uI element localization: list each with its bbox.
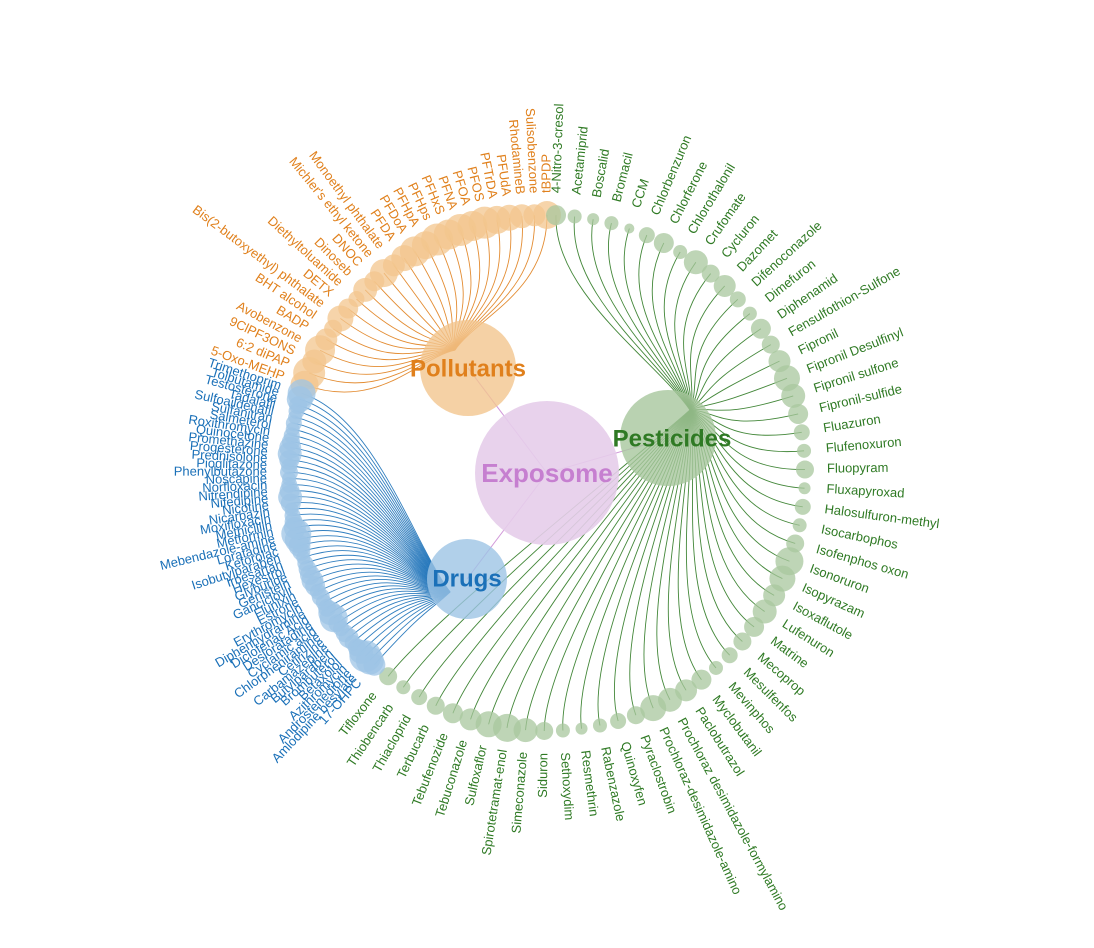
root-circle[interactable] [475, 401, 619, 545]
leaf-node-thiacloprid[interactable] [411, 689, 428, 706]
leaf-node-acetamiprid[interactable] [567, 209, 582, 224]
leaf-node-dimefuron[interactable] [742, 306, 757, 321]
group-label-pollutants: Pollutants [410, 355, 526, 382]
leaf-label: Resmethrin [578, 749, 602, 817]
group-node-drugs[interactable] [427, 539, 507, 619]
leaf-label: 4-Nitro-3-cresol [548, 103, 566, 193]
leaf-node-boscalid[interactable] [587, 213, 600, 226]
leaf-label: Nicotine [221, 497, 269, 517]
leaf-node-fluopyram[interactable] [795, 460, 814, 479]
leaf-label: Progesterone [189, 438, 268, 459]
leaf-label: Norfloxacin [202, 477, 268, 495]
leaf-label: Fluopyram [827, 460, 889, 476]
leaf-label: Flufenoxuron [825, 434, 902, 455]
leaf-label: Sethoxydim [558, 752, 577, 821]
leaf-link [689, 377, 788, 411]
leaf-link [638, 234, 691, 411]
leaf-label: Sulisobenzone [523, 108, 542, 194]
leaf-label: Phenylbutazone [174, 464, 267, 479]
leaf-node-terbucarb[interactable] [426, 696, 445, 715]
leaf-node-chlorothalonil[interactable] [673, 245, 688, 260]
leaf-label: Nitrendipine [198, 484, 268, 504]
leaf-node-tebuconazole[interactable] [459, 708, 482, 731]
group-label-pesticides: Pesticides [613, 425, 732, 452]
leaf-node-fensulfothion-sulfone[interactable] [761, 335, 780, 354]
leaf-node-isocarbophos[interactable] [792, 518, 807, 533]
leaf-node-lufenuron[interactable] [752, 599, 777, 624]
leaf-node-mevinphos[interactable] [709, 660, 724, 675]
leaf-node-mecoprop[interactable] [733, 632, 752, 651]
group-label-drugs: Drugs [432, 565, 501, 592]
leaf-node-pyraclostrobin[interactable] [626, 706, 645, 725]
leaf-node-trimethoprim[interactable] [287, 379, 316, 408]
leaf-node-fipronil-sulfide[interactable] [788, 403, 809, 424]
leaf-label: Pioglitazone [196, 455, 267, 472]
leaf-node-bromacil[interactable] [604, 216, 619, 231]
leaf-node-resmethrin[interactable] [575, 722, 588, 735]
leaf-node-tebufenozide[interactable] [442, 703, 463, 724]
leaf-label: Acetamiprid [569, 125, 591, 195]
leaf-label: Nifedipine [210, 491, 269, 511]
leaf-node-sulfoxaflor[interactable] [475, 711, 502, 738]
leaf-label: Fluxapyroxad [826, 481, 905, 501]
root-node: Exposome [475, 401, 619, 545]
leaf-label: Noscapine [205, 471, 267, 487]
leaf-link [663, 251, 691, 411]
leaf-node-fipronil-sulfone[interactable] [781, 383, 806, 408]
leaf-label: tBPDP [538, 154, 553, 193]
leaf-node-myclobutanil[interactable] [691, 669, 712, 690]
group-node-pollutants[interactable] [420, 320, 516, 416]
leaf-node-chlorbenzuron[interactable] [638, 227, 655, 244]
leaf-link [689, 344, 772, 411]
leaf-nodes [277, 201, 814, 743]
leaf-label: Boscalid [589, 148, 613, 199]
leaf-node-siduron[interactable] [535, 721, 554, 740]
leaf-node-flufenoxuron[interactable] [797, 443, 812, 458]
leaf-node-matrine[interactable] [744, 616, 765, 637]
leaf-node-diphenamid[interactable] [750, 318, 771, 339]
leaf-node-quinoxyfen[interactable] [610, 713, 627, 730]
leaf-node-thiobencarb[interactable] [396, 680, 411, 695]
leaf-node-rabenzazole[interactable] [592, 718, 607, 733]
leaf-label: Fluazuron [822, 411, 881, 435]
leaf-node-dazomet[interactable] [713, 274, 736, 297]
leaf-link [689, 299, 739, 411]
leaf-node-cycluron[interactable] [701, 264, 720, 283]
leaf-node-tifloxone[interactable] [379, 667, 398, 686]
leaf-label: Prednisolone [191, 447, 268, 466]
leaf-node-mesulfenfos[interactable] [721, 647, 738, 664]
leaf-node-crufomate[interactable] [683, 250, 708, 275]
leaf-node-chlorferone[interactable] [653, 232, 674, 253]
root-label: Exposome [481, 458, 613, 488]
group-node-pesticides[interactable] [620, 390, 716, 486]
leaf-label: RhodamineB [506, 119, 528, 195]
leaf-label: Siduron [535, 753, 550, 798]
leaf-node-difenoconazole[interactable] [729, 291, 746, 308]
leaf-node-sethoxydim[interactable] [555, 723, 570, 738]
leaf-label: Simeconazole [508, 751, 530, 834]
leaf-node-halosulfuron-methyl[interactable] [794, 498, 811, 515]
leaf-node-fluazuron[interactable] [793, 424, 810, 441]
leaf-node-prochloraz-desimidazole-amino[interactable] [640, 695, 667, 722]
leaf-link [689, 328, 762, 411]
leaf-node-4-nitro-3-cresol[interactable] [546, 205, 567, 226]
group-nodes: Pollutants Pesticides Drugs [410, 320, 731, 619]
leaf-label: CCM [628, 177, 652, 210]
leaf-node-fluxapyroxad[interactable] [798, 482, 811, 495]
leaf-label: PFUdA [494, 153, 515, 197]
leaf-node-ccm[interactable] [624, 223, 635, 234]
